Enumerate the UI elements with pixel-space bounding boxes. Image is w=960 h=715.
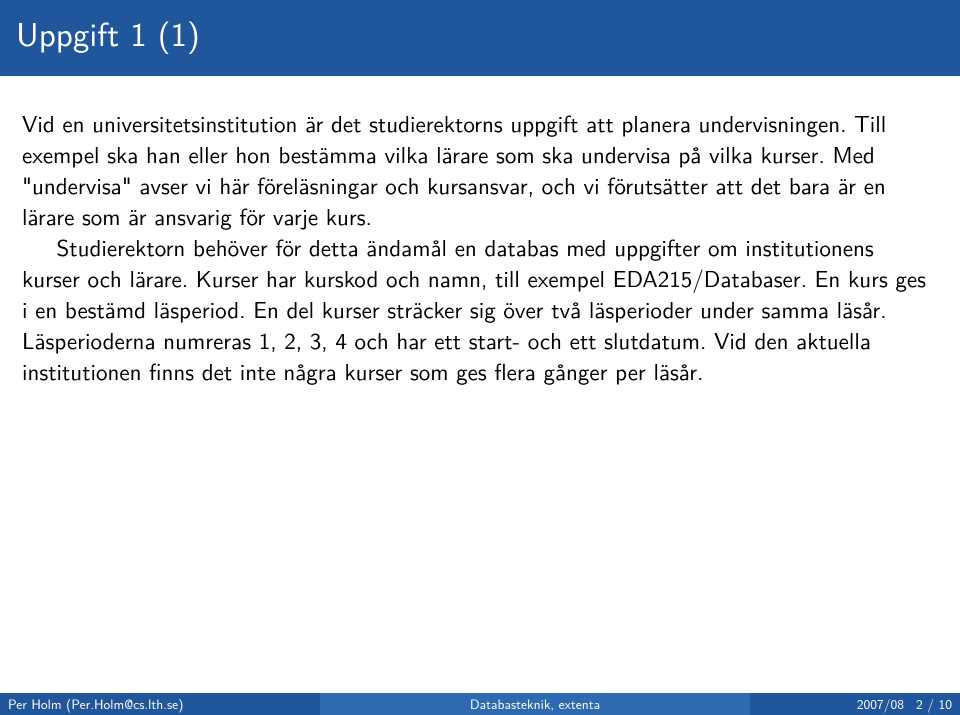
- slide-body: Vid en universitetsinstitution är det st…: [0, 76, 960, 387]
- footer-author: Per Holm (Per.Holm@cs.lth.se): [8, 694, 183, 714]
- slide-footer: Per Holm (Per.Holm@cs.lth.se) Databastek…: [0, 693, 960, 715]
- footer-date: 2007/08: [857, 693, 904, 715]
- footer-course: Databasteknik, extenta: [470, 694, 600, 714]
- footer-date-seg: 2007/08 2 / 10: [750, 693, 960, 715]
- paragraph-2: Studierektorn behöver för detta ändamål …: [22, 232, 938, 387]
- footer-author-seg: Per Holm (Per.Holm@cs.lth.se): [0, 693, 320, 715]
- slide-title: Uppgift 1 (1): [16, 9, 200, 57]
- paragraph-1: Vid en universitetsinstitution är det st…: [22, 108, 938, 232]
- footer-page-current: 2: [916, 694, 923, 714]
- slide-title-bar: Uppgift 1 (1): [0, 0, 960, 76]
- footer-title-seg: Databasteknik, extenta: [320, 693, 750, 715]
- footer-page-total: 10: [939, 694, 953, 714]
- footer-page: 2 / 10: [916, 693, 952, 715]
- slide: Uppgift 1 (1) Vid en universitetsinstitu…: [0, 0, 960, 715]
